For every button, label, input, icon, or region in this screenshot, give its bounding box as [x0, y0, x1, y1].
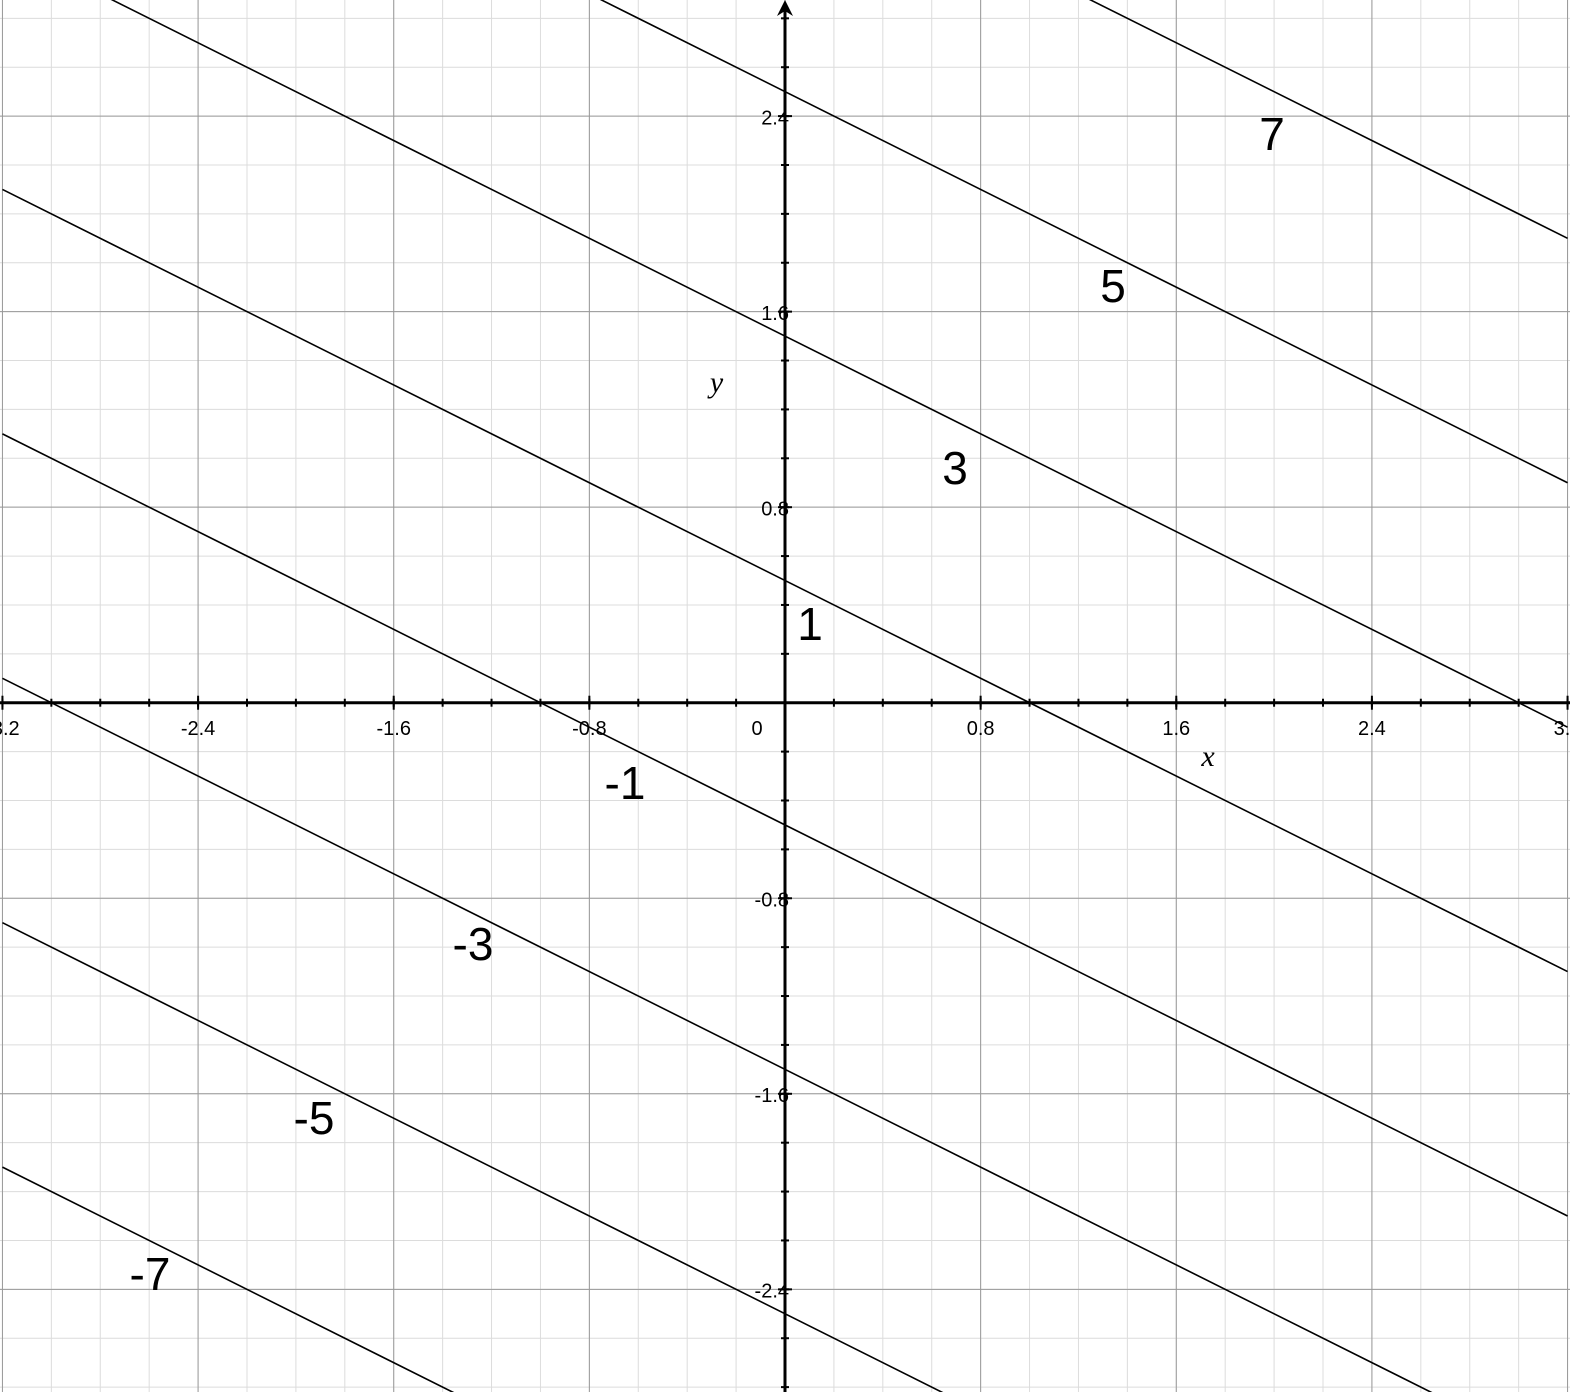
x-tick-label: -1.6 [376, 718, 410, 740]
line-label: -3 [453, 918, 494, 970]
y-tick-label: 0.8 [761, 498, 789, 520]
line-label: 5 [1100, 260, 1126, 312]
x-tick-label: -0.8 [572, 718, 606, 740]
y-tick-label: 2.4 [761, 107, 789, 129]
y-tick-label: -1.6 [755, 1085, 789, 1107]
x-tick-label: 1.6 [1162, 718, 1190, 740]
labels: -3.2 -2.4 -1.6 -0.8 0 0.8 1.6 2.4 3.2 -2.4 -1.6 -0.… [0, 107, 1570, 1302]
line-label: -5 [294, 1092, 335, 1144]
x-tick-label: -3.2 [0, 718, 20, 740]
x-tick-label: -2.4 [181, 718, 215, 740]
line-label: 7 [1259, 108, 1285, 160]
x-tick-label: 2.4 [1358, 718, 1386, 740]
x-tick-label: 0.8 [967, 718, 995, 740]
y-axis-label: y [707, 366, 724, 399]
line-label: -1 [605, 757, 646, 809]
level-line [2, 1166, 455, 1392]
y-axis-arrow [777, 0, 793, 16]
line-label: 1 [797, 598, 823, 650]
y-tick-label: -0.8 [755, 890, 789, 912]
y-tick-label: 1.6 [761, 303, 789, 325]
y-tick-label: -2.4 [755, 1281, 789, 1303]
line-label: -7 [130, 1248, 171, 1300]
x-tick-label: 3.2 [1554, 718, 1570, 740]
x-axis-label: x [1200, 740, 1215, 773]
x-tick-label: 0 [751, 718, 762, 740]
line-label: 3 [942, 442, 968, 494]
level-line [1088, 0, 1568, 240]
